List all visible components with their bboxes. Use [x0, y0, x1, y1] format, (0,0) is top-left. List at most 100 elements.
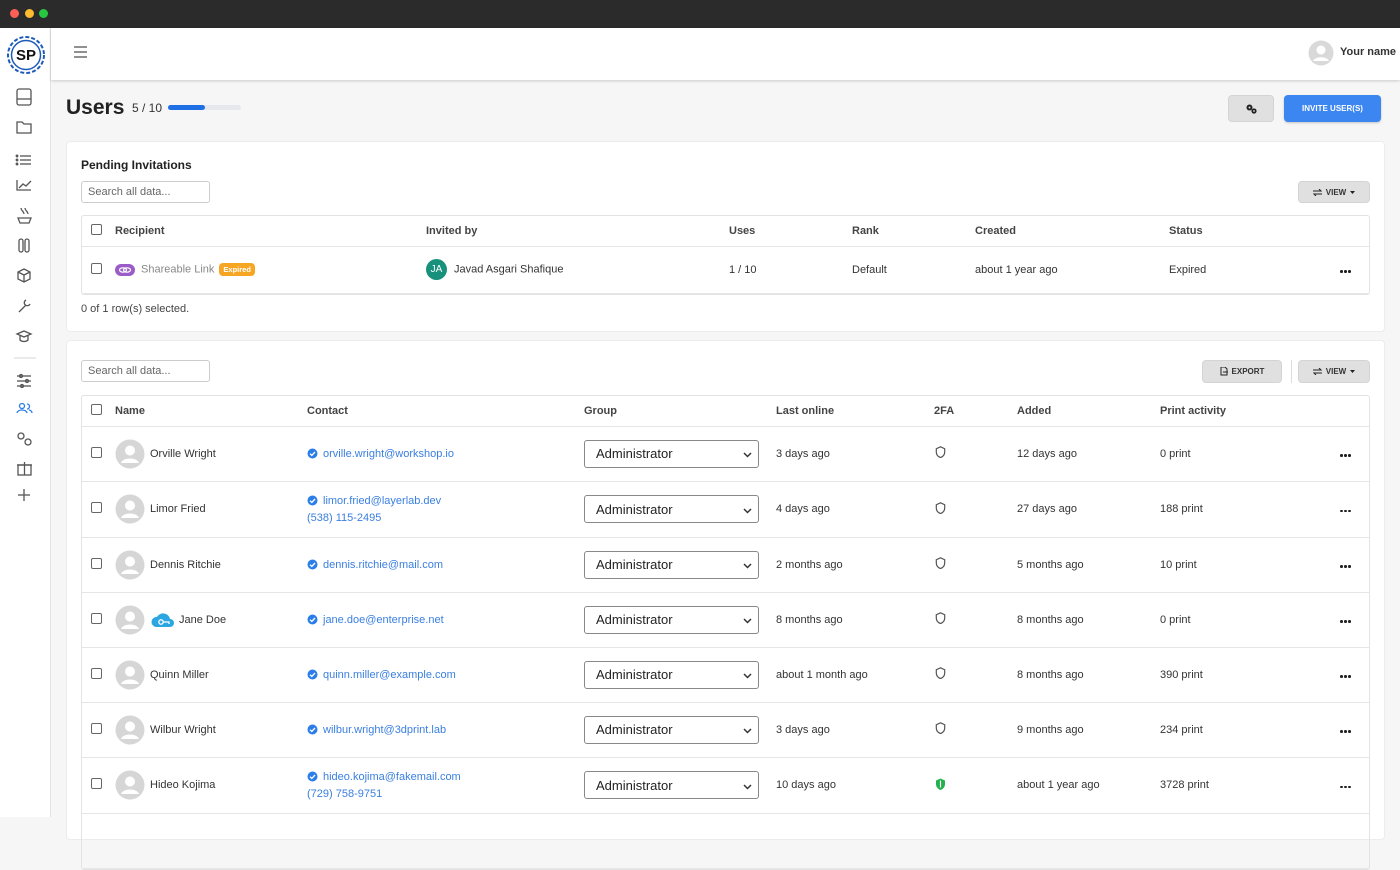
user-row: Quinn Miller quinn.miller@example.com Admi…: [82, 647, 1369, 703]
row-menu[interactable]: [1340, 509, 1351, 512]
row-menu[interactable]: [1340, 565, 1351, 568]
cell: [82, 246, 106, 294]
twofa-cell: [925, 702, 1008, 758]
close-dot[interactable]: [10, 9, 19, 18]
user-name: Hideo Kojima: [150, 779, 216, 791]
last-online: 2 months ago: [767, 537, 925, 593]
checkbox[interactable]: [91, 667, 102, 679]
group-cell: Administrator: [575, 426, 767, 482]
column-header: Last online: [767, 396, 925, 427]
search-input[interactable]: Search all data...: [81, 181, 210, 203]
twofa-shield: [935, 612, 946, 627]
last-online: 3 days ago: [767, 426, 925, 482]
checkbox[interactable]: [91, 223, 102, 235]
print-activity: 390 print: [1151, 647, 1331, 703]
group-select[interactable]: Administrator: [584, 605, 759, 634]
row-menu[interactable]: [1340, 730, 1351, 733]
cell: [82, 537, 106, 593]
header-cell: [82, 396, 106, 427]
chevron: [743, 502, 752, 517]
invite-button[interactable]: INVITE USER(S): [1284, 95, 1381, 122]
search-input[interactable]: Search all data...: [81, 360, 210, 382]
export-button[interactable]: EXPORT: [1202, 360, 1282, 383]
group-select[interactable]: Administrator: [584, 660, 759, 689]
users-table-wrap: Name Contact Group Last online 2FA Added Print…: [81, 395, 1370, 870]
invitation-row: Shareable Link Expired JA Javad Asgari Shaf…: [82, 246, 1369, 294]
contact-cell: limor.fried@layerlab.dev (538) 115-2495: [298, 481, 575, 538]
user-row: Dennis Ritchie dennis.ritchie@mail.com Adm…: [82, 537, 1369, 593]
group-value: Administrator: [596, 722, 673, 737]
user-name: Limor Fried: [150, 503, 206, 515]
column-header: Group: [575, 396, 767, 427]
chevron: [743, 612, 752, 627]
group-select[interactable]: Administrator: [584, 550, 759, 579]
email[interactable]: dennis.ritchie@mail.com: [323, 558, 443, 571]
inviter-avatar: JA: [426, 259, 447, 280]
email-line: orville.wright@workshop.io: [307, 448, 575, 460]
last-online: 8 months ago: [767, 592, 925, 648]
checkbox[interactable]: [91, 403, 102, 415]
cell: [82, 426, 106, 482]
column-header: Contact: [298, 396, 575, 427]
settings-button[interactable]: [1228, 95, 1274, 122]
nav-icons[interactable]: [14, 86, 36, 546]
name-cell: Dennis Ritchie: [106, 537, 298, 593]
twofa-cell: [925, 757, 1008, 814]
email[interactable]: limor.fried@layerlab.dev: [323, 494, 442, 507]
link-icon: [115, 263, 135, 276]
checkbox[interactable]: [91, 722, 102, 734]
row-menu[interactable]: [1340, 620, 1351, 623]
chevron: [743, 557, 752, 572]
row-menu[interactable]: [1340, 675, 1351, 678]
row-menu[interactable]: [1340, 454, 1351, 457]
group-select[interactable]: Administrator: [584, 495, 759, 523]
user-avatar[interactable]: [1308, 40, 1334, 66]
email[interactable]: jane.doe@enterprise.net: [323, 613, 444, 626]
checkbox[interactable]: [91, 262, 102, 274]
cell: [1331, 592, 1369, 648]
checkbox[interactable]: [91, 557, 102, 569]
row-menu[interactable]: [1340, 270, 1351, 273]
row-menu[interactable]: [1340, 785, 1351, 788]
group-select[interactable]: Administrator: [584, 715, 759, 744]
pending-table-wrap: Recipient Invited by Uses Rank Created Status…: [81, 215, 1370, 295]
added: about 1 year ago: [1008, 757, 1151, 814]
min-dot[interactable]: [25, 9, 34, 18]
group-value: Administrator: [596, 777, 673, 793]
recipient-cell: Shareable Link Expired: [106, 246, 417, 294]
chevron: [743, 667, 752, 682]
checkbox[interactable]: [91, 612, 102, 624]
phone[interactable]: (538) 115-2495: [307, 511, 382, 524]
phone[interactable]: (729) 758-9751: [307, 787, 383, 800]
cell: [82, 757, 106, 814]
view-button[interactable]: VIEW: [1298, 181, 1370, 203]
email[interactable]: orville.wright@workshop.io: [323, 447, 454, 460]
email[interactable]: quinn.miller@example.com: [323, 668, 456, 681]
group-select[interactable]: Administrator: [584, 771, 759, 799]
cell: [1331, 426, 1369, 482]
spacer-row: [82, 813, 1369, 869]
user-name: Wilbur Wright: [150, 723, 216, 736]
checkbox[interactable]: [91, 502, 102, 513]
group-select[interactable]: Administrator: [584, 439, 759, 468]
user-avatar: [115, 715, 145, 744]
view-button[interactable]: VIEW: [1298, 360, 1370, 383]
group-cell: Administrator: [575, 647, 767, 703]
twofa-shield: [935, 778, 946, 793]
email[interactable]: hideo.kojima@fakemail.com: [323, 770, 461, 783]
print-activity: 0 print: [1151, 426, 1331, 482]
checkbox[interactable]: [91, 778, 102, 789]
checkbox[interactable]: [91, 446, 102, 458]
email[interactable]: wilbur.wright@3dprint.lab: [323, 723, 447, 736]
max-dot[interactable]: [39, 9, 48, 18]
status: Expired: [1160, 246, 1331, 294]
recipient: Shareable Link: [141, 263, 215, 276]
page-title: Users: [66, 96, 125, 119]
cell: [82, 702, 106, 758]
user-name[interactable]: Your name: [1340, 46, 1397, 58]
menu-toggle[interactable]: [74, 46, 87, 58]
added: 12 days ago: [1008, 426, 1151, 482]
view-label: VIEW: [1325, 367, 1347, 376]
export-label: EXPORT: [1231, 367, 1265, 376]
